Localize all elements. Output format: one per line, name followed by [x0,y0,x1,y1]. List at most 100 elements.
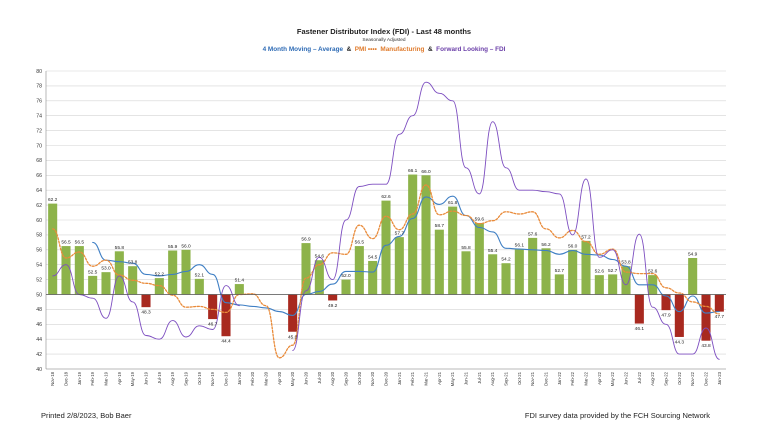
fdi-bar-Nov-19 [208,294,218,320]
fdi-value-label-Nov-18: 62.2 [48,197,58,203]
x-tick-Nov-19: Nov-19 [210,371,215,385]
fdi-value-label-Aug-22: 52.6 [648,269,658,275]
fdi-bar-Jun-22 [621,266,631,295]
y-tick-label: 48 [36,307,42,313]
fdi-value-label-Aug-19: 55.9 [168,244,178,250]
fdi-value-label-Jan-23: 47.7 [715,314,725,320]
x-tick-Jul-20: Jul-20 [317,371,322,383]
fdi-bar-Dec-21 [541,248,551,295]
fdi-bar-Apr-21 [434,229,444,295]
fdi-bar-Aug-20 [328,294,338,301]
fdi-value-label-Dec-18: 56.5 [61,240,71,246]
fdi-bar-Sep-20 [341,279,351,295]
x-tick-Mar-20: Mar-20 [264,371,269,385]
x-tick-Jun-20: Jun-20 [304,371,309,385]
fdi-bar-Jul-21 [474,222,484,295]
bar-value-labels: 62.2 56.5 56.5 52.553.0 55.8 53.8 48.3 52.2 55.9… [48,168,724,349]
fdi-value-label-Jun-21: 55.8 [461,245,471,251]
fdi-value-label-Sep-22: 47.9 [661,313,671,319]
legend-entry-3: PMI •••• [351,46,377,53]
x-tick-Mar-19: Mar-19 [104,371,109,385]
fdi-value-label-Aug-20: 49.2 [328,303,338,309]
legend-entry-2: & [343,46,352,53]
x-tick-Jul-21: Jul-21 [477,371,482,383]
y-tick-label: 44 [36,337,42,343]
fdi-bar-Jan-20 [234,284,244,295]
x-tick-Jan-21: Jan-21 [397,371,402,385]
footer-printed-note: Printed 2/8/2023, Bob Baer [41,411,132,420]
fdi-value-label-Jul-19: 52.2 [155,272,165,278]
x-tick-Nov-18: Nov-18 [50,371,55,385]
y-tick-label: 40 [36,367,42,373]
chart-title: Fastener Distributor Index (FDI) - Last … [297,27,471,36]
fdi-value-label-Jan-22: 52.7 [555,268,565,274]
y-tick-label: 52 [36,277,42,283]
x-tick-Feb-19: Feb-19 [90,371,95,385]
fdi-bar-Dec-19 [221,294,231,337]
x-tick-Nov-21: Nov-21 [530,371,535,385]
fdi-bar-Feb-19 [88,275,98,295]
forward-line-segment-2 [292,81,720,360]
fdi-bar-Jan-23 [714,294,724,312]
avg-line-segment-1 [92,195,720,316]
x-tick-Oct-20: Oct-20 [357,371,362,385]
fdi-bar-Jun-19 [141,294,151,308]
x-tick-Sep-21: Sep-21 [504,371,509,385]
y-tick-label: 46 [36,322,42,328]
fdi-bar-Dec-20 [381,200,391,295]
x-tick-Jan-22: Jan-22 [557,371,562,385]
fdi-bar-Nov-20 [368,260,378,295]
fdi-value-label-Apr-19: 55.8 [115,245,125,251]
x-tick-Nov-20: Nov-20 [370,371,375,385]
x-tick-Oct-19: Oct-19 [197,371,202,385]
fdi-value-label-May-20: 45.0 [288,334,298,340]
legend-entry-1: 4 Month Moving – Average [263,46,344,53]
y-tick-label: 58 [36,233,42,239]
fdi-value-label-Jun-20: 56.9 [301,237,311,243]
fdi-value-label-Sep-20: 52.0 [341,273,351,279]
fdi-bars [48,174,724,341]
x-tick-Jun-22: Jun-22 [624,371,629,385]
axes: 40 42 44 46 48 50 52 54 56 58 60 62 64 66 68 70 72 74 76 78… [36,69,726,386]
fdi-value-label-May-19: 53.8 [128,260,138,266]
x-tick-May-19: May-19 [130,371,135,386]
legend-entry-4: Manufacturing [377,46,425,53]
fdi-value-label-Nov-21: 57.6 [528,231,538,237]
fdi-value-label-Sep-19: 56.0 [181,243,191,249]
x-tick-Jan-23: Jan-23 [717,371,722,385]
x-tick-Mar-22: Mar-22 [584,371,589,385]
chart-subtitle: Seasonally Adjusted [362,37,406,43]
legend-entry-6: Forward Looking – FDI [433,46,506,53]
y-tick-label: 64 [36,188,42,194]
fdi-value-label-Feb-22: 56.0 [568,243,578,249]
fdi-value-label-Jan-21: 57.7 [395,231,405,237]
trend-lines [52,81,720,360]
x-tick-May-21: May-21 [450,371,455,386]
fdi-value-label-Jul-22: 46.1 [635,326,645,332]
x-tick-Sep-19: Sep-19 [184,371,189,385]
fdi-value-label-Nov-20: 54.5 [368,254,378,260]
fdi-value-label-Jul-20: 54.6 [315,254,325,260]
fdi-bar-May-21 [448,206,458,295]
fdi-value-label-Nov-19: 46.7 [208,322,218,328]
x-tick-May-20: May-20 [290,371,295,386]
fdi-bar-Oct-22 [674,294,684,337]
fdi-bar-Nov-22 [688,257,698,295]
fdi-bar-May-22 [608,274,618,295]
fdi-bar-Oct-19 [194,278,204,295]
y-tick-label: 72 [36,128,42,134]
fdi-value-label-Dec-21: 56.2 [541,242,551,248]
x-tick-Dec-20: Dec-20 [384,371,389,385]
footer-data-source: FDI survey data provided by the FCH Sour… [524,411,710,420]
fdi-bar-Apr-22 [594,275,604,295]
fdi-bar-Jun-20 [301,243,311,295]
fdi-bar-Jan-22 [554,274,564,295]
fdi-bar-Aug-19 [168,250,178,295]
fdi-bar-Feb-21 [408,174,418,295]
x-tick-Dec-22: Dec-22 [704,371,709,385]
fdi-bar-Jul-19 [154,278,164,295]
fdi-value-label-Mar-22: 57.2 [581,234,591,240]
fdi-bar-Nov-21 [528,237,538,295]
x-tick-Oct-21: Oct-21 [517,371,522,385]
